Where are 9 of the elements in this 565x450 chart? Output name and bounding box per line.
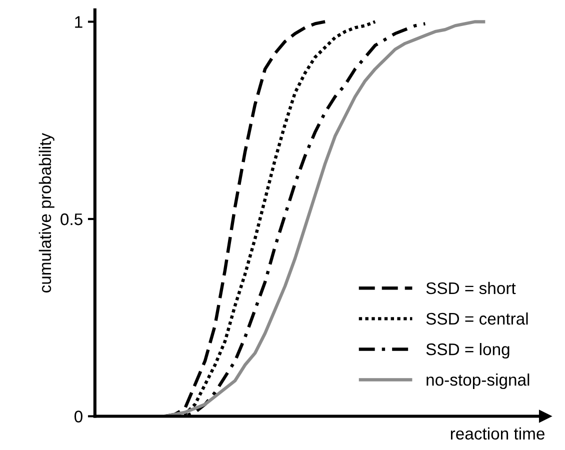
legend-label: no-stop-signal [426,374,530,390]
y-axis-title: cumulative probability [38,132,54,292]
legend-label: SSD = long [426,342,510,359]
y-tick-label: 1 [75,16,82,28]
x-axis-title: reaction time [450,427,544,440]
y-tick-label: 0 [74,410,82,422]
legend-label: SSD = central [426,312,528,325]
y-tick-label: 0.5 [60,213,82,226]
legend-label: SSD = short [426,282,516,294]
